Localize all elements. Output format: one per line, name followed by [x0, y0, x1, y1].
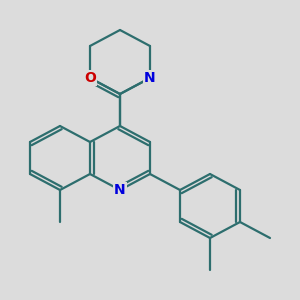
Text: N: N	[144, 71, 156, 85]
Text: N: N	[114, 183, 126, 197]
Text: O: O	[84, 71, 96, 85]
